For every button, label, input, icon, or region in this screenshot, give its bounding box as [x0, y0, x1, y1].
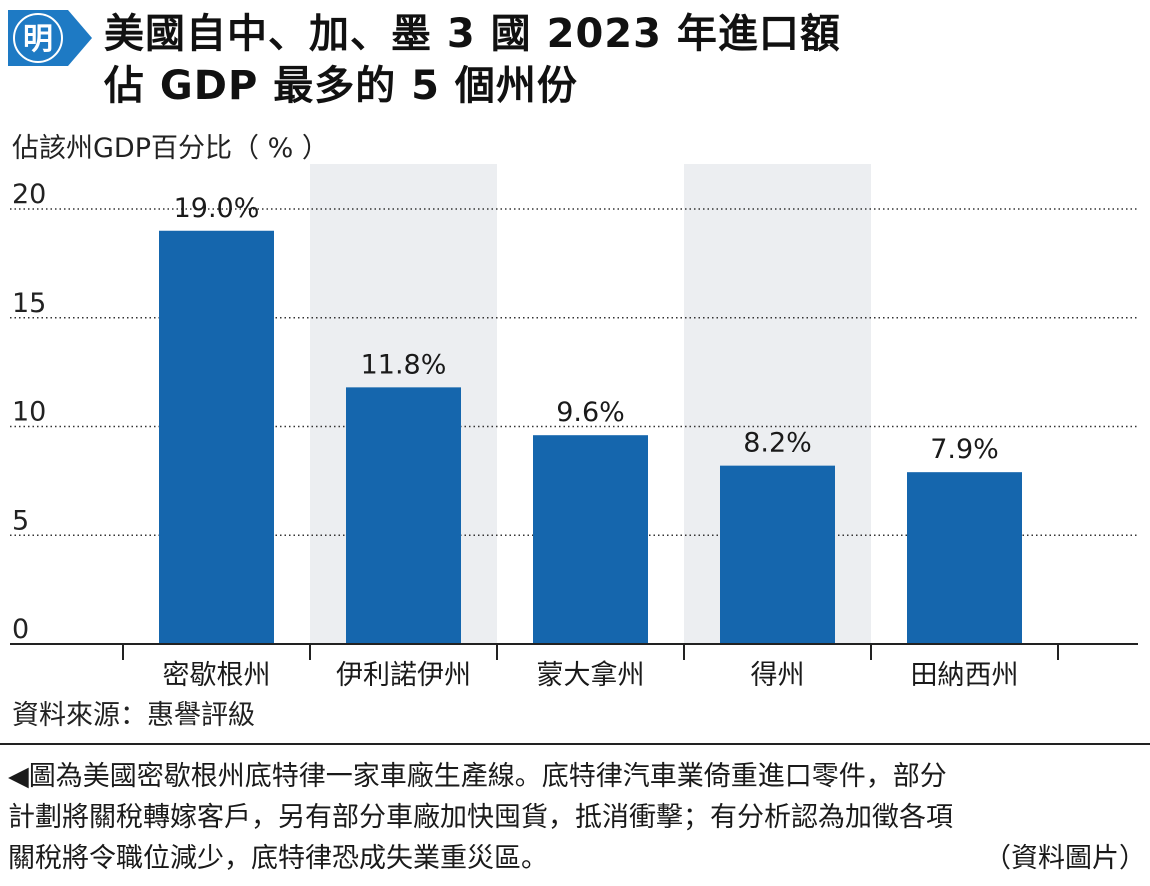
data-label: 19.0% — [174, 193, 260, 224]
photo-caption: ◀圖為美國密歇根州底特律一家車廠生產線。底特律汽車業倚重進口零件，部分 計劃將關… — [8, 756, 1146, 879]
caption-line-1: ◀圖為美國密歇根州底特律一家車廠生產線。底特律汽車業倚重進口零件，部分 — [8, 761, 947, 792]
caption-line-3-row: 關稅將令職位減少，底特律恐成失業重災區。 （資料圖片） — [8, 838, 1146, 879]
logo-text: 明 — [23, 22, 53, 57]
logo-badge-icon: 明 — [8, 10, 92, 66]
bar — [533, 435, 648, 644]
source-note: 資料來源：惠譽評級 — [12, 700, 255, 731]
x-tick-label: 田納西州 — [911, 660, 1019, 691]
bar — [907, 472, 1022, 644]
bar-chart: 0 5 10 15 20 19.0% 11.8% 9.6% 8.2% 7.9% 密歇根州 伊利諾伊… — [10, 164, 1138, 691]
data-label: 11.8% — [361, 349, 447, 380]
bar — [346, 387, 461, 644]
data-label: 7.9% — [930, 434, 999, 465]
data-label: 9.6% — [556, 397, 625, 428]
y-tick-label: 5 — [12, 505, 29, 536]
chart-title-line-2: 佔 GDP 最多的 5 個州份 — [104, 63, 578, 109]
y-axis-label: 佔該州GDP百分比（ % ） — [12, 133, 329, 164]
y-tick-label: 15 — [12, 288, 46, 319]
bar — [159, 230, 274, 644]
logo: 明 — [8, 10, 92, 66]
y-tick-label: 0 — [12, 614, 29, 645]
chart-title: 美國自中、加、墨 3 國 2023 年進口額 佔 GDP 最多的 5 個州份 — [104, 8, 841, 112]
x-tick-label: 得州 — [751, 660, 805, 691]
chart-title-line-1: 美國自中、加、墨 3 國 2023 年進口額 — [104, 11, 841, 57]
x-tick-label: 蒙大拿州 — [537, 660, 645, 691]
x-tick-label: 伊利諾伊州 — [336, 660, 471, 691]
caption-line-2: 計劃將關稅轉嫁客戶，另有部分車廠加快囤貨，抵消衝擊；有分析認為加徵各項 — [8, 802, 953, 833]
data-label: 8.2% — [743, 428, 812, 459]
bar — [720, 465, 835, 644]
x-tick-label: 密歇根州 — [163, 660, 271, 691]
caption-credit: （資料圖片） — [984, 843, 1146, 874]
caption-line-3: 關稅將令職位減少，底特律恐成失業重災區。 — [8, 843, 548, 874]
y-tick-label: 10 — [12, 397, 46, 428]
divider — [0, 743, 1150, 745]
y-tick-label: 20 — [12, 179, 46, 210]
